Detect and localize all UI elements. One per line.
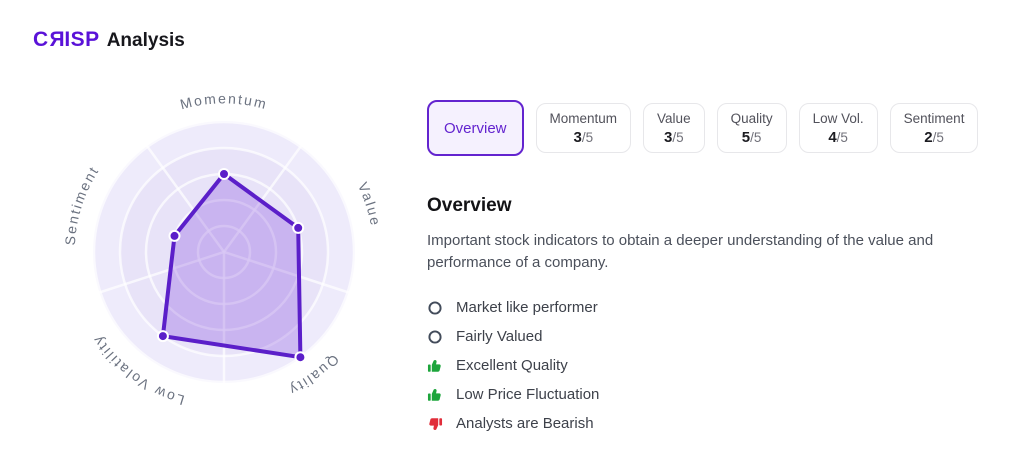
tab-label: Momentum	[549, 110, 618, 126]
thumbs-up-icon	[427, 387, 443, 403]
radar-data-point	[294, 351, 307, 364]
radar-series-polygon	[160, 172, 303, 360]
tab-score: 3/5	[664, 128, 684, 146]
app-title: Analysis	[106, 30, 185, 51]
details-panel: Overview Momentum 3/5 Value 3/5 Quality …	[427, 99, 987, 438]
crisp-logo: CRISP	[33, 28, 100, 51]
indicator-label: Excellent Quality	[456, 357, 568, 374]
thumbs-down-icon	[427, 416, 443, 432]
tab-label: Overview	[444, 119, 507, 137]
grid-spoke	[222, 145, 303, 253]
indicator-list: Market like performer Fairly Valued Exce…	[427, 293, 987, 438]
radar-data-point	[218, 168, 230, 180]
tab-low-vol[interactable]: Low Vol. 4/5	[798, 103, 878, 153]
app-header: CRISP Analysis	[33, 28, 185, 52]
score-tabs: Overview Momentum 3/5 Value 3/5 Quality …	[427, 99, 987, 157]
grid-spoke	[223, 250, 349, 294]
list-item: Fairly Valued	[427, 322, 987, 351]
indicator-label: Analysts are Bearish	[456, 415, 594, 432]
tab-label: Quality	[730, 110, 773, 126]
radar-chart: Momentum Value Quality Low Volatility Sentim…	[24, 52, 424, 452]
section-title: Overview	[427, 195, 512, 216]
tab-label: Sentiment	[903, 110, 965, 126]
circle-outline-icon	[427, 300, 443, 316]
radar-data-point	[168, 229, 181, 242]
tab-quality[interactable]: Quality 5/5	[716, 103, 787, 153]
list-item: Excellent Quality	[427, 351, 987, 380]
section-description: Important stock indicators to obtain a d…	[427, 232, 934, 271]
tab-overview[interactable]: Overview	[427, 100, 524, 156]
circle-outline-icon	[427, 329, 443, 345]
list-item: Analysts are Bearish	[427, 409, 987, 438]
tab-label: Low Vol.	[812, 110, 864, 126]
indicator-label: Market like performer	[456, 299, 598, 316]
tab-sentiment[interactable]: Sentiment 2/5	[889, 103, 979, 153]
thumbs-up-icon	[427, 358, 443, 374]
list-item: Market like performer	[427, 293, 987, 322]
tab-score: 5/5	[741, 128, 762, 146]
list-item: Low Price Fluctuation	[427, 380, 987, 409]
tab-momentum[interactable]: Momentum 3/5	[535, 103, 632, 153]
radar-axis-label: Momentum	[178, 90, 269, 112]
tab-value[interactable]: Value 3/5	[643, 103, 705, 153]
tab-score: 2/5	[924, 128, 944, 146]
indicator-label: Fairly Valued	[456, 328, 543, 345]
tab-label: Value	[657, 110, 691, 126]
grid-spoke	[99, 250, 225, 294]
tab-score: 3/5	[573, 128, 594, 146]
grid-spoke	[145, 145, 226, 253]
indicator-label: Low Price Fluctuation	[456, 386, 600, 403]
radar-data-point	[292, 221, 305, 234]
radar-data-point	[156, 330, 169, 343]
radar-axis-label: Value	[355, 180, 384, 228]
tab-score: 4/5	[828, 128, 848, 146]
